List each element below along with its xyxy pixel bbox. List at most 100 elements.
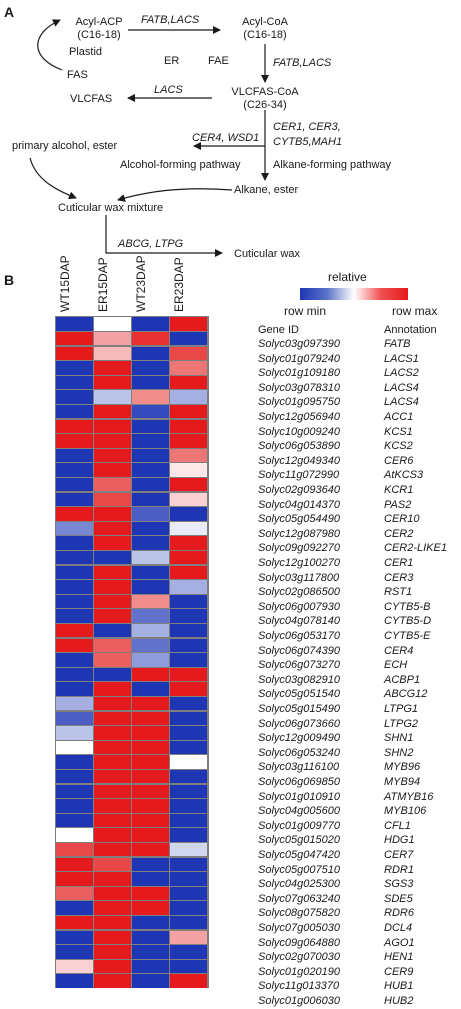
heatmap-cell xyxy=(94,813,131,828)
acyl-acp-node: Acyl-ACP (C16-18) xyxy=(75,16,123,41)
heatmap-cell xyxy=(132,638,169,652)
heatmap-cell xyxy=(94,419,131,433)
gene-id: Solyc05g007510 xyxy=(258,863,340,876)
gene-annotation: CER6 xyxy=(384,454,414,467)
heatmap-cell xyxy=(56,332,93,346)
heatmap-cell xyxy=(170,843,207,857)
gene-row: Solyc05g015490 LTPG1 xyxy=(258,702,461,717)
gene-annotation: MYB96 xyxy=(384,761,421,774)
gene-id: Solyc04g025300 xyxy=(258,878,340,891)
heatmap-cell xyxy=(94,638,131,652)
gene-row: Solyc05g054490 CER10 xyxy=(258,512,461,527)
heatmap-cell xyxy=(170,916,207,930)
heatmap-cell xyxy=(56,667,93,682)
heatmap-cell xyxy=(94,580,131,594)
heatmap-cell xyxy=(56,740,93,755)
heatmap-cell xyxy=(56,361,93,375)
gene-row: Solyc12g049340 CER6 xyxy=(258,454,461,469)
gene-row: Solyc05g047420 CER7 xyxy=(258,848,461,863)
gene-row: Solyc12g056940 ACC1 xyxy=(258,410,461,425)
heatmap-cell xyxy=(56,959,93,974)
wax-mixture-node: Cuticular wax mixture xyxy=(58,202,164,214)
heatmap-cell xyxy=(170,536,207,550)
heatmap-cell xyxy=(94,726,131,740)
gene-id: Solyc04g014370 xyxy=(258,498,340,511)
gene-annotation: CER3 xyxy=(384,571,414,584)
gene-id: Solyc06g053240 xyxy=(258,746,340,759)
heatmap-cell xyxy=(132,828,169,842)
heatmap-cell xyxy=(132,726,169,740)
heatmap-cell xyxy=(94,667,131,682)
heatmap-cell xyxy=(56,521,93,536)
fas-label: FAS xyxy=(67,69,88,81)
gene-annotation: HUB2 xyxy=(384,995,414,1007)
gene-annotation: LTPG2 xyxy=(384,717,419,730)
heatmap-cell xyxy=(56,375,93,390)
heatmap-cell xyxy=(56,478,93,492)
heatmap-cell xyxy=(132,405,169,419)
gene-id: Solyc03g082910 xyxy=(258,673,340,686)
heatmap-cell xyxy=(132,682,169,696)
heatmap-cell xyxy=(94,521,131,536)
heatmap-cell xyxy=(94,332,131,346)
heatmap-cell xyxy=(170,901,207,915)
gene-id: Solyc05g015490 xyxy=(258,703,340,715)
plastid-label: Plastid xyxy=(69,46,103,58)
heatmap-cell xyxy=(132,565,169,579)
gene-row: Solyc02g093640 KCR1 xyxy=(258,483,461,498)
heatmap-cell xyxy=(94,886,131,901)
heatmap-cell xyxy=(56,755,93,769)
heatmap-cell xyxy=(132,813,169,828)
gene-row: Solyc02g070030 HEN1 xyxy=(258,950,461,965)
gene-annotation: CER1 xyxy=(384,557,414,569)
heatmap-cell xyxy=(170,740,207,755)
alcohol-to-wax-arrow xyxy=(29,157,77,200)
heatmap-cell xyxy=(56,536,93,550)
heatmap-cell xyxy=(94,770,131,784)
gene-row: Solyc10g009240 KCS1 xyxy=(258,425,461,440)
gene-row: Solyc06g074390 CER4 xyxy=(258,644,461,659)
heatmap-cell xyxy=(132,697,169,711)
gene-row: Solyc03g097390 FATB xyxy=(258,337,461,352)
gene-id: Solyc05g054490 xyxy=(258,513,340,526)
heatmap-cell xyxy=(132,755,169,769)
gene-id: Solyc02g070030 xyxy=(258,951,340,964)
gene-row: Solyc07g063240 SDE5 xyxy=(258,892,461,907)
acyl-coa-node: Acyl-CoA (C16-18) xyxy=(242,16,288,41)
heatmap-cell xyxy=(170,930,207,944)
gene-id: Solyc06g053170 xyxy=(258,630,340,642)
gene-annotation: CYTB5-D xyxy=(384,615,432,628)
gene-annotation: LACS4 xyxy=(384,381,419,394)
heatmap-cell xyxy=(94,536,131,550)
heatmap-cell xyxy=(132,434,169,448)
heatmap-cell xyxy=(94,346,131,360)
gene-id: Solyc05g047420 xyxy=(258,849,340,861)
heatmap-cell xyxy=(56,638,93,652)
heatmap-cell xyxy=(94,711,131,725)
gene-annotation: CER9 xyxy=(384,965,414,978)
heatmap-cell xyxy=(132,901,169,915)
gene-annotation: ACBP1 xyxy=(384,673,421,686)
gene-annotation: LACS1 xyxy=(384,352,419,365)
gene-row: Solyc04g025300 SGS3 xyxy=(258,877,461,892)
heatmap-cell xyxy=(132,930,169,944)
gene-annotation: HDG1 xyxy=(384,834,415,847)
heatmap-cell xyxy=(94,361,131,375)
gene-id: Solyc01g109180 xyxy=(258,367,340,380)
enzyme-cer4-wsd1: CER4, WSD1 xyxy=(192,132,260,144)
heatmap-cell xyxy=(94,478,131,492)
heatmap-cell xyxy=(170,653,207,667)
heatmap-cell xyxy=(170,872,207,886)
heatmap-cell xyxy=(170,624,207,638)
heatmap-cell xyxy=(170,594,207,609)
gene-annotation: LACS4 xyxy=(384,396,419,409)
gene-id: Solyc12g100270 xyxy=(258,557,340,569)
heatmap-cell xyxy=(56,419,93,433)
heatmap-cell xyxy=(94,390,131,404)
gene-row: Solyc06g053890 KCS2 xyxy=(258,439,461,454)
heatmap-cell xyxy=(170,667,207,682)
gene-id: Solyc05g051540 xyxy=(258,688,340,701)
gene-id: Solyc01g079240 xyxy=(258,352,340,365)
gene-row: Solyc01g006030 HUB2 xyxy=(258,994,461,1009)
heatmap-cell xyxy=(170,857,207,871)
